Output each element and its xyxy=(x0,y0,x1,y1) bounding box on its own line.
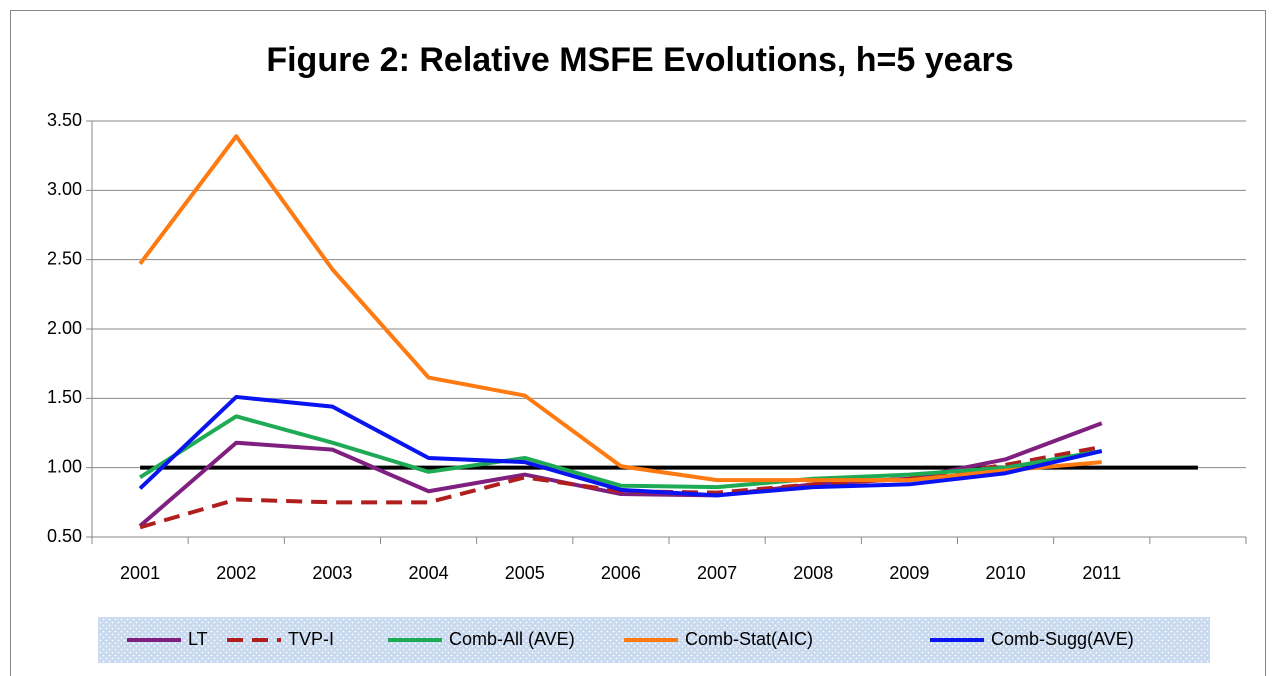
x-tick-label: 2006 xyxy=(601,563,641,583)
series-line xyxy=(138,134,1102,483)
x-tick-label: 2008 xyxy=(793,563,833,583)
x-tick-label: 2003 xyxy=(312,563,352,583)
y-tick-label: 1.50 xyxy=(47,387,82,407)
x-tick-label: 2005 xyxy=(505,563,545,583)
legend-label: TVP-I xyxy=(288,629,334,649)
y-tick-label: 3.50 xyxy=(47,110,82,130)
x-tick-label: 2004 xyxy=(409,563,449,583)
x-tick-label: 2001 xyxy=(120,563,160,583)
y-tick-label: 3.00 xyxy=(47,179,82,199)
legend-label: Comb-Sugg(AVE) xyxy=(991,629,1134,649)
legend-label: LT xyxy=(188,629,208,649)
x-tick-label: 2010 xyxy=(986,563,1026,583)
x-tick-label: 2011 xyxy=(1082,563,1121,583)
legend-label: Comb-All (AVE) xyxy=(449,629,575,649)
series-line xyxy=(139,414,1103,490)
y-tick-label: 1.00 xyxy=(47,456,82,476)
x-tick-label: 2009 xyxy=(889,563,929,583)
series-line xyxy=(138,394,1103,498)
x-tick-label: 2002 xyxy=(216,563,256,583)
chart-title: Figure 2: Relative MSFE Evolutions, h=5 … xyxy=(266,41,1013,79)
legend-label: Comb-Stat(AIC) xyxy=(685,629,813,649)
y-tick-label: 2.50 xyxy=(47,248,82,268)
y-tick-label: 0.50 xyxy=(47,526,82,546)
chart-border xyxy=(10,10,1266,676)
x-tick-label: 2007 xyxy=(697,563,737,583)
y-tick-label: 2.00 xyxy=(47,318,82,338)
